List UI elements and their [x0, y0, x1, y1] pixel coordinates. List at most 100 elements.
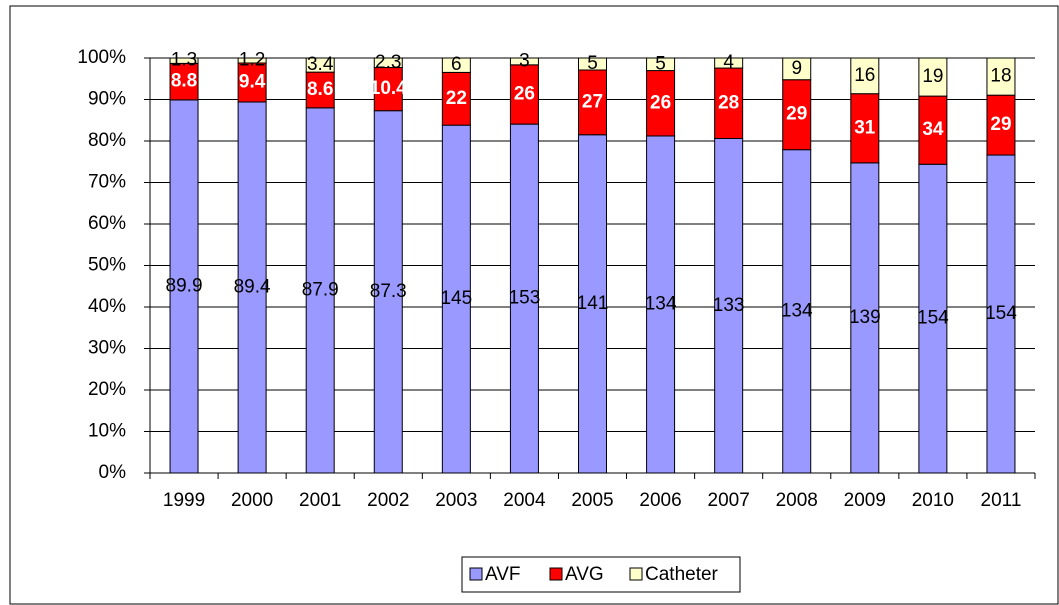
data-label: 8.6	[307, 79, 333, 100]
data-label: 26	[650, 92, 671, 113]
y-tick-label: 20%	[88, 379, 126, 400]
y-tick-label: 60%	[88, 213, 126, 234]
data-label: 89.9	[166, 275, 203, 296]
bar-segment	[305, 57, 335, 73]
bar-segment	[646, 57, 676, 72]
y-tick-label: 50%	[88, 255, 126, 276]
y-tick-label: 40%	[88, 296, 126, 317]
data-label: 154	[917, 308, 949, 329]
data-label: 3.4	[307, 54, 334, 75]
data-label: 31	[854, 117, 876, 138]
data-label: 8.8	[171, 71, 197, 92]
x-tick-label: 2003	[435, 490, 477, 511]
bar-segment	[169, 99, 199, 474]
bar-segment	[237, 62, 267, 103]
y-tick-label: 10%	[88, 421, 126, 442]
bar-segment	[509, 123, 539, 474]
bar-segment	[850, 162, 880, 474]
y-tick-label: 0%	[99, 462, 127, 483]
data-label: 139	[849, 307, 881, 328]
data-label: 153	[509, 288, 541, 309]
data-label: 4	[723, 52, 734, 73]
bar-segment	[237, 101, 267, 474]
bar-segment	[714, 137, 744, 474]
data-label: 27	[582, 91, 603, 112]
data-label: 87.3	[370, 281, 407, 302]
x-tick-label: 2001	[299, 490, 341, 511]
data-label: 5	[655, 53, 666, 74]
data-label: 6	[451, 54, 462, 75]
data-label: 34	[922, 119, 944, 140]
x-tick-label: 2006	[639, 490, 681, 511]
bar-segment	[646, 135, 676, 474]
data-label: 1.2	[239, 50, 265, 71]
bar-segment	[918, 57, 948, 97]
data-label: 2.3	[375, 52, 401, 73]
bar-segment	[169, 57, 199, 64]
legend-label: AVF	[485, 564, 521, 585]
data-label: 134	[781, 300, 813, 321]
data-label: 9.4	[239, 72, 266, 93]
bar-segment	[986, 154, 1016, 474]
y-tick-label: 90%	[88, 89, 126, 110]
data-label: 134	[645, 294, 677, 315]
data-label: 9	[791, 58, 802, 79]
bar-segment	[918, 163, 948, 474]
x-tick-label: 2005	[571, 490, 613, 511]
bar-segment	[578, 57, 607, 71]
bar-segment	[373, 57, 403, 69]
data-label: 3	[519, 50, 530, 71]
bar-segment	[169, 62, 199, 101]
data-label: 19	[922, 66, 943, 87]
bar-segment	[782, 149, 812, 474]
x-tick-label: 2002	[367, 490, 409, 511]
data-label: 5	[587, 53, 598, 74]
data-label: 1.3	[171, 50, 197, 71]
legend-swatch	[469, 567, 483, 581]
data-label: 22	[446, 88, 467, 109]
data-label: 18	[990, 66, 1011, 87]
y-tick-label: 30%	[88, 338, 126, 359]
data-label: 29	[786, 104, 807, 125]
x-tick-label: 2011	[981, 490, 1022, 511]
x-tick-label: 2000	[231, 490, 273, 511]
bar-segment	[373, 67, 403, 112]
data-label: 29	[990, 114, 1011, 135]
data-label: 28	[718, 92, 739, 113]
bar-segment	[578, 134, 607, 474]
legend-box	[461, 556, 741, 593]
bar-segment	[986, 57, 1016, 96]
legend-label: Catheter	[645, 564, 719, 585]
bar-segment	[441, 124, 471, 474]
bar-segment	[782, 57, 812, 81]
legend-swatch	[549, 567, 563, 581]
data-label: 26	[514, 83, 535, 104]
bar-segment	[441, 57, 471, 73]
bar-segment	[509, 57, 539, 66]
data-label: 89.4	[234, 277, 271, 298]
y-tick-label: 80%	[88, 130, 126, 151]
legend-label: AVG	[565, 564, 604, 585]
y-tick-label: 100%	[77, 47, 126, 68]
x-tick-label: 2008	[776, 490, 818, 511]
data-label: 10.4	[370, 78, 407, 99]
x-tick-label: 1999	[163, 490, 205, 511]
bar-segment	[850, 57, 880, 95]
data-label: 141	[577, 293, 609, 314]
data-label: 87.9	[302, 279, 339, 300]
data-label: 154	[985, 303, 1017, 324]
bar-segment	[373, 110, 403, 474]
bar-segment	[237, 57, 267, 64]
bar-segment	[850, 93, 880, 164]
bar-segment	[714, 57, 744, 69]
x-tick-label: 2007	[708, 490, 750, 511]
legend-swatch	[629, 567, 643, 581]
data-label: 16	[854, 65, 875, 86]
bar-segment	[918, 95, 948, 165]
x-tick-label: 2009	[844, 490, 886, 511]
bar-segment	[305, 107, 335, 474]
x-tick-label: 2010	[912, 490, 954, 511]
bar-segment	[509, 64, 539, 125]
